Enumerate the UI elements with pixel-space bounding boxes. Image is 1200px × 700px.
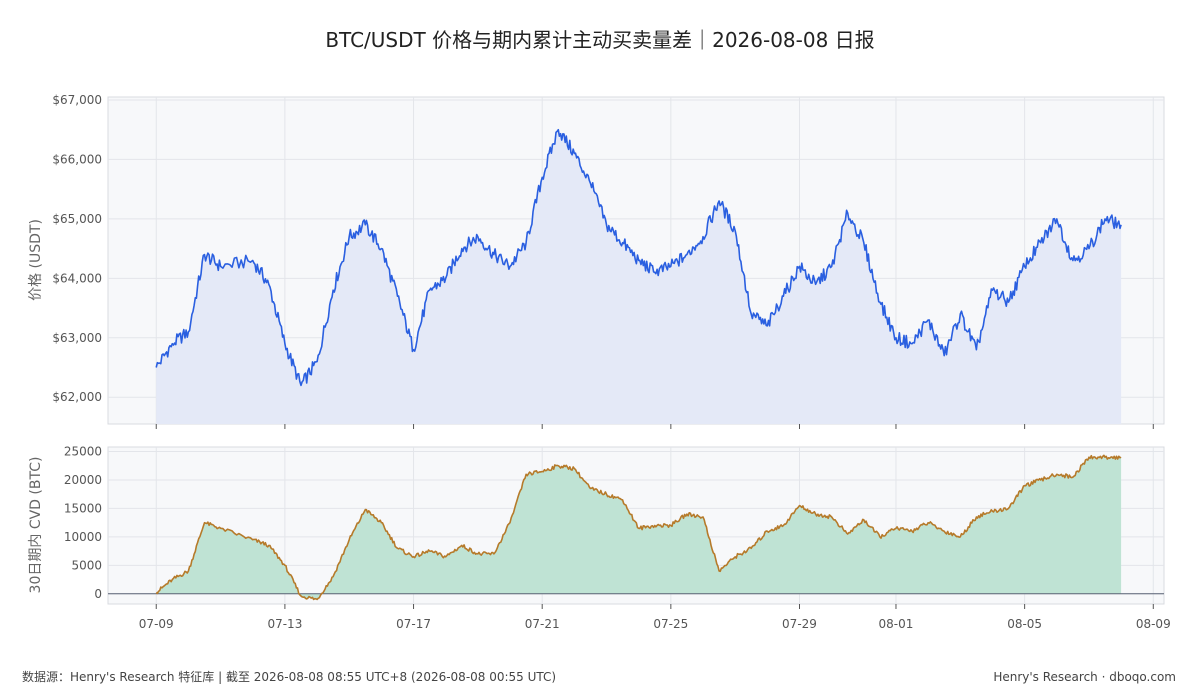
y-tick-label: $63,000 <box>52 331 102 345</box>
price-panel: $62,000 $63,000 $64,000 $65,000 $66,000 $67,0… <box>28 93 1165 429</box>
cvd-y-ticks: 0 5000 10000 15000 20000 25000 <box>64 445 102 601</box>
price-y-ticks: $62,000 $63,000 $64,000 $65,000 $66,000 $67,0… <box>52 93 102 404</box>
y-tick-label: 15000 <box>64 501 102 515</box>
y-tick-label: $64,000 <box>52 271 102 285</box>
y-tick-label: 10000 <box>64 530 102 544</box>
x-tick-label: 08-01 <box>879 617 914 631</box>
y-tick-label: $66,000 <box>52 152 102 166</box>
price-line <box>155 128 1122 387</box>
y-tick-label: 25000 <box>64 445 102 459</box>
price-x-tickmarks <box>155 424 1154 429</box>
x-tick-label: 07-13 <box>267 617 302 631</box>
chart-title: BTC/USDT 价格与期内累计主动买卖量差｜2026-08-08 日报 <box>325 28 874 52</box>
cvd-line <box>155 454 1122 601</box>
cvd-y-axis-label: 30日期内 CVD (BTC) <box>28 457 44 594</box>
x-tick-label: 07-09 <box>139 617 174 631</box>
x-tick-label: 07-21 <box>525 617 560 631</box>
cvd-area-fill <box>156 455 1122 600</box>
x-tick-label: 08-09 <box>1136 617 1171 631</box>
x-tick-label: 07-29 <box>782 617 817 631</box>
y-tick-label: $67,000 <box>52 93 102 107</box>
y-tick-label: $62,000 <box>52 390 102 404</box>
y-tick-label: 5000 <box>71 558 102 572</box>
cvd-panel: 0 5000 10000 15000 20000 25000 07-09 07-13 07-1… <box>28 445 1171 631</box>
footer-brand: Henry's Research · dboqo.com <box>993 670 1176 684</box>
x-tick-label: 07-25 <box>653 617 688 631</box>
price-y-axis-label: 价格 (USDT) <box>28 219 44 301</box>
x-tick-label: 08-05 <box>1007 617 1042 631</box>
y-tick-label: $65,000 <box>52 212 102 226</box>
y-tick-label: 20000 <box>64 473 102 487</box>
price-area-fill <box>156 129 1122 424</box>
footer-source: 数据源：Henry's Research 特征库 | 截至 2026-08-08… <box>22 669 556 684</box>
y-tick-label: 0 <box>94 587 102 601</box>
x-axis-ticks: 07-09 07-13 07-17 07-21 07-25 07-29 08-01 08-05… <box>139 604 1171 631</box>
x-tick-label: 07-17 <box>396 617 431 631</box>
